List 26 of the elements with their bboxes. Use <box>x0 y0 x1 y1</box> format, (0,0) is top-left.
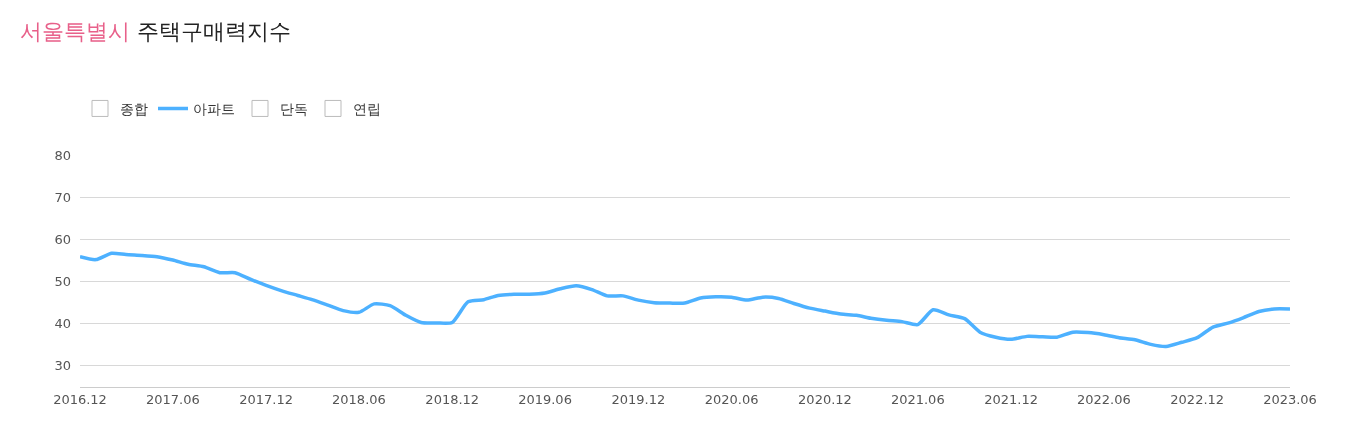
line-series <box>80 251 1290 349</box>
legend-label: 종합 <box>120 100 148 117</box>
x-tick-label: 2018.06 <box>332 391 386 407</box>
legend-label: 단독 <box>280 100 308 117</box>
y-tick-label: 30 <box>54 358 71 374</box>
x-tick-label: 2022.12 <box>1170 391 1225 407</box>
chart-title: 서울특별시 주택구매력지수 <box>20 18 292 44</box>
y-tick-label: 70 <box>54 189 71 205</box>
y-tick-label: 50 <box>54 274 71 290</box>
x-tick-label: 2016.12 <box>53 391 107 407</box>
x-tick-label: 2017.06 <box>145 391 200 407</box>
x-tick-label: 2021.12 <box>984 391 1038 407</box>
x-tick-label: 2019.06 <box>518 391 572 407</box>
y-tick-label: 40 <box>54 316 71 332</box>
legend-label: 아파트 <box>193 100 235 117</box>
y-tick-label: 60 <box>54 231 71 247</box>
x-tick-label: 2021.06 <box>890 391 945 407</box>
x-tick-label: 2019.12 <box>611 391 666 407</box>
x-tick-label: 2020.06 <box>704 391 759 407</box>
x-tick-label: 2022.06 <box>1077 391 1131 407</box>
x-tick-label: 2023.06 <box>1263 391 1317 407</box>
x-tick-label: 2020.12 <box>798 391 852 407</box>
y-tick-label: 80 <box>54 147 71 163</box>
legend-label: 연립 <box>353 100 381 117</box>
x-tick-label: 2017.12 <box>239 391 293 407</box>
x-tick-label: 2018.12 <box>425 391 480 407</box>
